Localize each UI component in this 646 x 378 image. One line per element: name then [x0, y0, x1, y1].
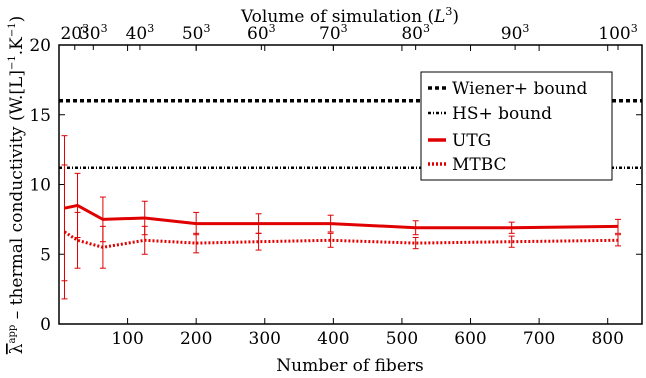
- top-tick-label: 803: [401, 22, 430, 44]
- top-tick-label: 203: [60, 22, 89, 44]
- series-line-mtbc: [63, 230, 619, 249]
- x-tick-label: 700: [523, 329, 555, 349]
- x-tick-label: 800: [591, 329, 623, 349]
- x-axis-title: Number of fibers: [276, 356, 423, 376]
- top-tick-label: 503: [182, 22, 211, 44]
- y-tick-label: 10: [29, 176, 51, 196]
- y-tick-label: 5: [40, 245, 51, 265]
- y-axis-title: λapp – thermal conductivity (W.[L]−1.K−1…: [7, 16, 27, 354]
- top-tick-label: 403: [126, 22, 155, 44]
- legend-label-wiener: Wiener+ bound: [452, 79, 587, 99]
- y-tick-label: 15: [29, 106, 51, 126]
- legend-label-mtbc: MTBC: [452, 155, 507, 175]
- top-tick-label: 903: [501, 22, 530, 44]
- top-tick-label: 303: [79, 22, 108, 44]
- legend: Wiener+ bound HS+ bound UTG MTBC: [420, 71, 613, 181]
- y-tick-label: 20: [29, 36, 51, 56]
- top-tick-label: 703: [319, 22, 348, 44]
- x-tick-label: 200: [180, 329, 212, 349]
- top-tick-label: 1003: [598, 22, 637, 44]
- x-tick-label: 300: [249, 329, 281, 349]
- legend-label-hs: HS+ bound: [452, 104, 552, 124]
- series-line-utg: [64, 203, 619, 230]
- legend-box: [420, 71, 613, 181]
- y-tick-label: 0: [40, 315, 51, 335]
- x-tick-label: 400: [317, 329, 349, 349]
- x-tick-label: 100: [111, 329, 143, 349]
- x-tick-label: 600: [454, 329, 486, 349]
- top-tick-label: 603: [247, 22, 276, 44]
- legend-label-utg: UTG: [452, 131, 491, 151]
- top-axis-title: Volume of simulation (L3): [240, 5, 459, 27]
- x-tick-label: 500: [386, 329, 418, 349]
